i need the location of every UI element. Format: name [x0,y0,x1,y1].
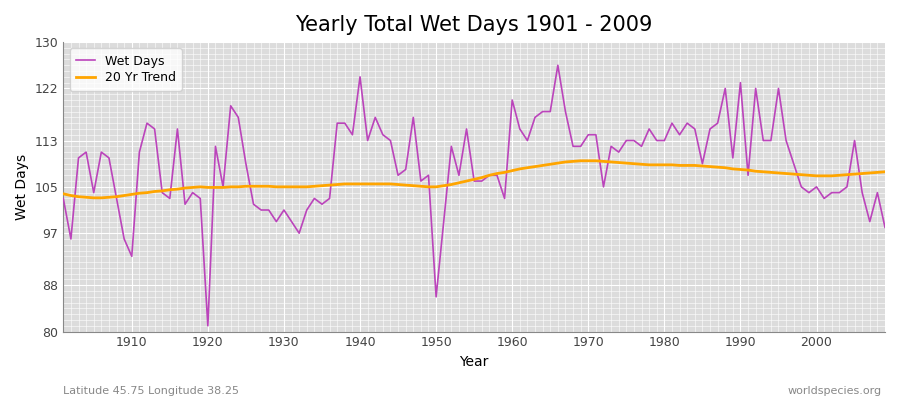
Wet Days [879,225,890,230]
Wet Days [613,150,624,154]
20 Yr Trend [58,191,68,196]
Wet Days [58,196,68,201]
20 Yr Trend [575,158,586,163]
20 Yr Trend [507,168,517,173]
Wet Days [339,121,350,126]
20 Yr Trend [126,192,137,197]
Wet Days [507,98,517,102]
Wet Days [202,323,213,328]
20 Yr Trend [879,169,890,174]
Wet Days [293,231,304,236]
Wet Days [553,63,563,68]
Wet Days [119,236,130,241]
Y-axis label: Wet Days: Wet Days [15,154,29,220]
Title: Yearly Total Wet Days 1901 - 2009: Yearly Total Wet Days 1901 - 2009 [295,15,652,35]
Line: 20 Yr Trend: 20 Yr Trend [63,161,885,198]
Legend: Wet Days, 20 Yr Trend: Wet Days, 20 Yr Trend [69,48,182,91]
Text: worldspecies.org: worldspecies.org [788,386,882,396]
20 Yr Trend [88,196,99,200]
X-axis label: Year: Year [460,355,489,369]
Wet Days [515,126,526,131]
20 Yr Trend [613,160,624,165]
Text: Latitude 45.75 Longitude 38.25: Latitude 45.75 Longitude 38.25 [63,386,239,396]
20 Yr Trend [293,184,304,189]
20 Yr Trend [339,182,350,186]
Line: Wet Days: Wet Days [63,65,885,326]
20 Yr Trend [515,166,526,171]
